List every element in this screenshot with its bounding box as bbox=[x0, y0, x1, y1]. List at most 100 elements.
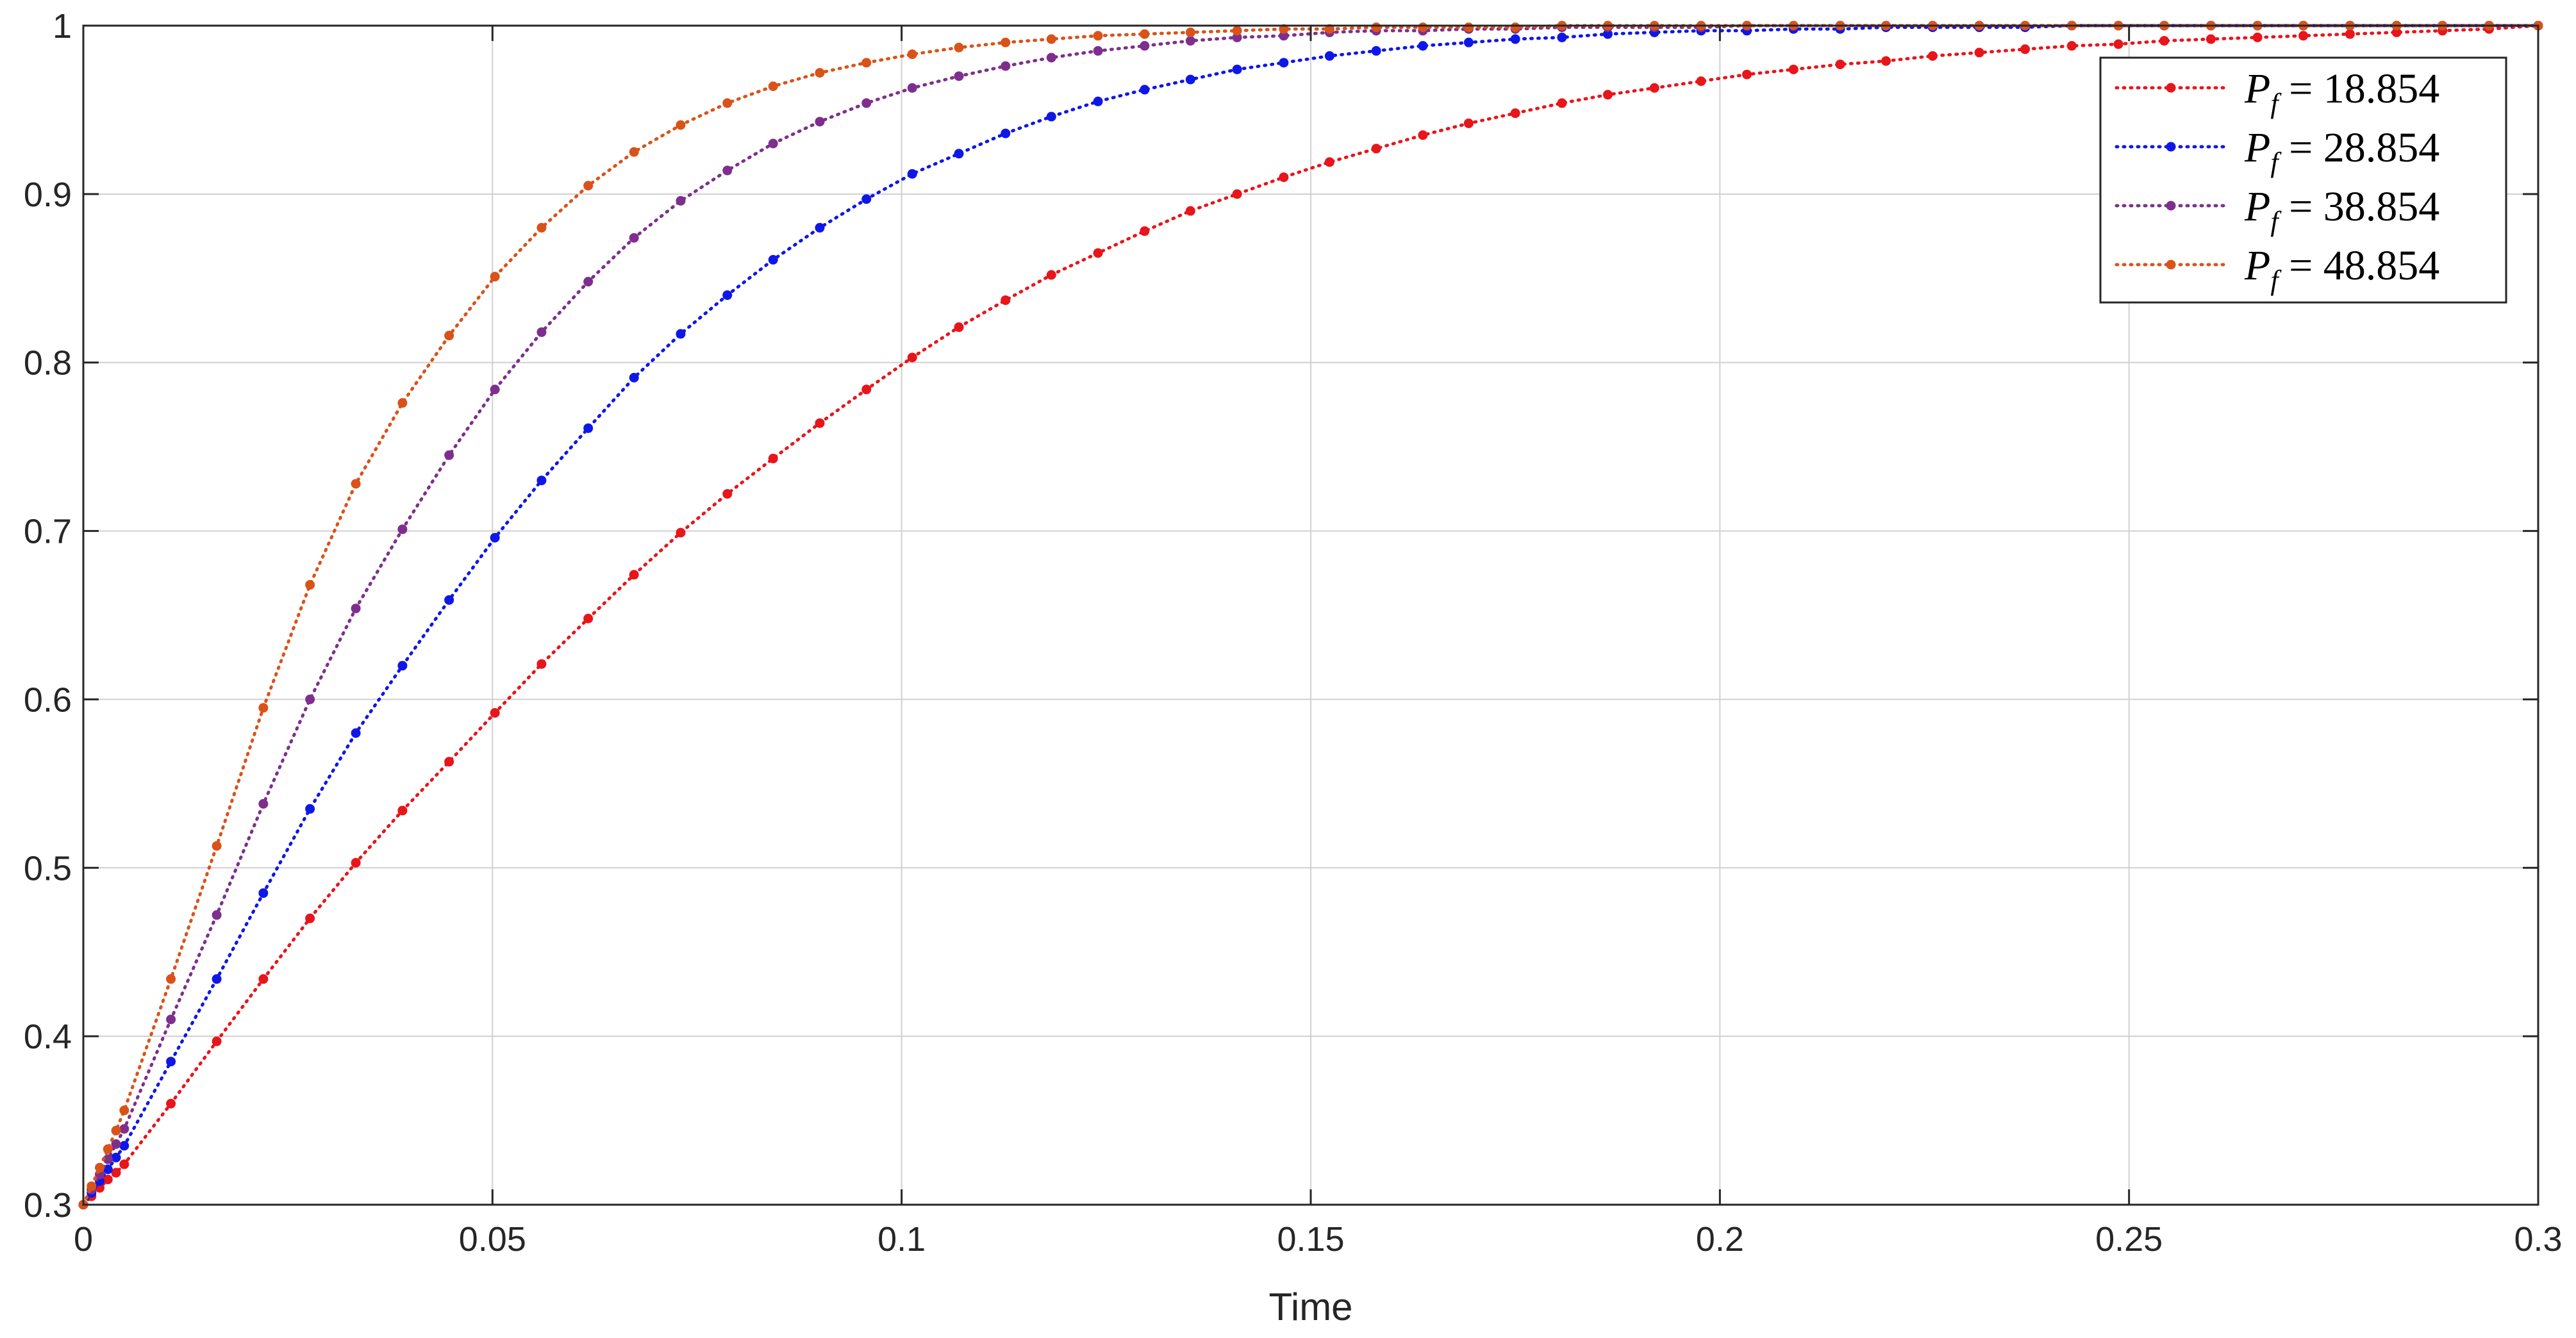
x-tick-label-5: 0.25 bbox=[2095, 1220, 2163, 1259]
series-1-point-28 bbox=[1185, 206, 1195, 216]
legend-item-2: Pf = 28.854 bbox=[2115, 124, 2439, 178]
series-1-point-22 bbox=[907, 352, 917, 363]
series-4-point-35 bbox=[1510, 22, 1520, 33]
series-2-point-16 bbox=[629, 372, 639, 383]
series-1-point-31 bbox=[1324, 157, 1334, 167]
series-3-point-12 bbox=[444, 450, 454, 460]
series-1-point-23 bbox=[954, 322, 964, 333]
series-2-point-7 bbox=[212, 974, 222, 984]
series-3-point-22 bbox=[907, 83, 917, 93]
series-4-point-13 bbox=[490, 272, 500, 282]
y-tick-label-5: 0.8 bbox=[24, 344, 72, 383]
series-3-point-8 bbox=[258, 798, 269, 809]
series-1-point-24 bbox=[1001, 295, 1011, 305]
series-1-point-30 bbox=[1279, 172, 1289, 183]
series-2-point-22 bbox=[907, 169, 917, 179]
series-3-point-23 bbox=[954, 71, 964, 81]
series-4-point-9 bbox=[305, 580, 315, 590]
series-4-point-34 bbox=[1463, 22, 1474, 33]
x-tick-label-3: 0.15 bbox=[1277, 1220, 1344, 1259]
x-axis-label: Time bbox=[1268, 1285, 1352, 1328]
series-2-point-14 bbox=[536, 475, 547, 486]
series-4-point-4 bbox=[111, 1125, 121, 1136]
series-4-point-7 bbox=[212, 841, 222, 851]
series-4-point-14 bbox=[536, 222, 547, 233]
series-1-point-27 bbox=[1140, 226, 1150, 236]
series-4-point-2 bbox=[95, 1162, 105, 1173]
y-tick-label-6: 0.9 bbox=[24, 176, 72, 214]
series-2-point-5 bbox=[119, 1141, 129, 1151]
series-1-point-12 bbox=[444, 757, 454, 767]
series-2-point-18 bbox=[722, 290, 733, 301]
legend-item-1: Pf = 18.854 bbox=[2115, 65, 2439, 119]
series-1-point-10 bbox=[351, 857, 361, 868]
series-1-point-54 bbox=[2391, 28, 2402, 38]
series-1-point-32 bbox=[1371, 144, 1381, 154]
y-tick-label-0: 0.3 bbox=[24, 1186, 72, 1225]
series-3-point-13 bbox=[490, 384, 500, 395]
series-3-line bbox=[81, 24, 2540, 1207]
series-4-point-20 bbox=[815, 68, 825, 78]
series-2-point-26 bbox=[1093, 96, 1103, 106]
series-1-point-40 bbox=[1741, 69, 1752, 79]
series-1-point-26 bbox=[1093, 248, 1103, 258]
x-tick-labels: 0 0.05 0.1 0.15 0.2 0.25 0.3 bbox=[74, 1220, 2563, 1259]
series-2-point-27 bbox=[1140, 85, 1150, 95]
y-tick-label-1: 0.4 bbox=[24, 1018, 72, 1056]
series-1-line bbox=[81, 24, 2540, 1207]
series-1-point-13 bbox=[490, 707, 500, 718]
series-3-point-4 bbox=[111, 1139, 121, 1149]
series-4-point-6 bbox=[166, 974, 176, 984]
series-1-point-46 bbox=[2020, 44, 2031, 54]
series-1-point-8 bbox=[258, 974, 269, 984]
legend-marker-1 bbox=[2166, 83, 2176, 93]
series-2-point-15 bbox=[583, 423, 594, 433]
series-2-point-34 bbox=[1463, 37, 1474, 47]
series-3-point-25 bbox=[1046, 53, 1056, 63]
series-1-point-39 bbox=[1696, 76, 1706, 87]
series-4-point-33 bbox=[1418, 22, 1428, 33]
series-2-point-28 bbox=[1185, 74, 1195, 85]
series-1-point-17 bbox=[676, 527, 686, 538]
series-4-point-29 bbox=[1232, 26, 1242, 36]
series-4-point-21 bbox=[861, 58, 872, 68]
series-2-point-17 bbox=[676, 329, 686, 339]
legend-label-1: Pf = 18.854 bbox=[2244, 65, 2439, 119]
series-2-point-25 bbox=[1046, 112, 1056, 122]
series-4-point-16 bbox=[629, 147, 639, 157]
series-1-point-29 bbox=[1232, 189, 1242, 199]
series-4 bbox=[78, 21, 2543, 1210]
series-4-point-15 bbox=[583, 181, 594, 191]
series-2-point-19 bbox=[768, 254, 778, 265]
series-2-point-6 bbox=[166, 1057, 176, 1067]
series-2-point-11 bbox=[397, 661, 408, 671]
series-1-point-34 bbox=[1463, 118, 1474, 128]
series-3-point-17 bbox=[676, 195, 686, 206]
series-1-point-19 bbox=[768, 454, 778, 464]
series-1-point-50 bbox=[2206, 34, 2216, 44]
series-4-point-5 bbox=[119, 1105, 129, 1116]
series-1-point-6 bbox=[166, 1098, 176, 1109]
series-4-point-31 bbox=[1324, 24, 1334, 34]
series-2-point-37 bbox=[1602, 29, 1613, 39]
series-4-point-28 bbox=[1185, 28, 1195, 38]
series-3-point-21 bbox=[861, 98, 872, 108]
series-3-point-24 bbox=[1001, 61, 1011, 71]
legend-marker-3 bbox=[2166, 201, 2176, 211]
legend-label-3: Pf = 38.854 bbox=[2244, 183, 2439, 237]
series-4-point-11 bbox=[397, 398, 408, 408]
series-3-point-11 bbox=[397, 524, 408, 534]
series-4-point-10 bbox=[351, 479, 361, 489]
legend-item-4: Pf = 48.854 bbox=[2115, 242, 2439, 296]
series-1-point-43 bbox=[1881, 56, 1891, 66]
series-1-point-35 bbox=[1510, 108, 1520, 119]
series-3-point-6 bbox=[166, 1014, 176, 1025]
series-2-point-23 bbox=[954, 149, 964, 159]
series-4-point-19 bbox=[768, 81, 778, 92]
series-2-point-10 bbox=[351, 728, 361, 738]
series-1-point-16 bbox=[629, 570, 639, 580]
series-2-point-32 bbox=[1371, 45, 1381, 56]
series-2-point-24 bbox=[1001, 128, 1011, 138]
x-tick-label-0: 0 bbox=[74, 1220, 93, 1259]
